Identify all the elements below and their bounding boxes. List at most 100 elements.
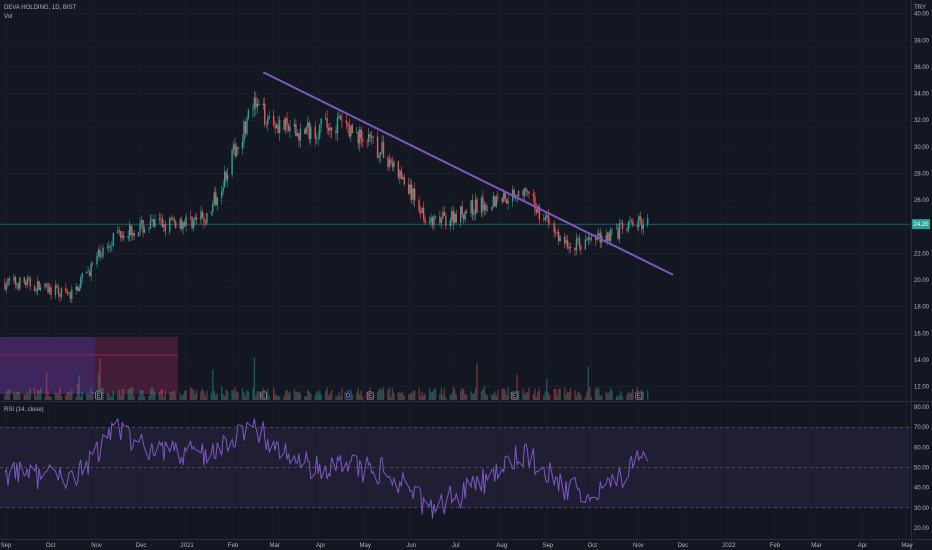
volume-bar — [23, 394, 25, 400]
candle-body — [38, 281, 40, 291]
volume-bar — [549, 395, 551, 400]
volume-bar — [507, 387, 509, 400]
volume-bar — [559, 388, 561, 400]
candle-body — [443, 212, 446, 216]
volume-bar — [232, 390, 235, 400]
candle-body — [137, 232, 140, 237]
volume-bar — [525, 392, 527, 400]
volume-bar — [615, 395, 618, 400]
candle-body — [243, 121, 245, 143]
candle-body — [4, 282, 6, 290]
volume-bar — [497, 389, 499, 400]
candle-body — [45, 283, 48, 285]
volume-bar — [412, 390, 414, 400]
volume-bar — [440, 387, 443, 400]
volume-bar — [182, 394, 184, 400]
event-marker-letter: E — [97, 394, 101, 400]
candle-body — [244, 121, 247, 134]
volume-bar — [382, 387, 385, 400]
volume-bar — [620, 390, 622, 400]
volume-bar — [54, 392, 57, 400]
volume-bar — [359, 394, 361, 400]
event-marker — [259, 391, 267, 400]
volume-bar — [29, 388, 31, 400]
candle-body — [547, 215, 549, 223]
volume-bar — [68, 391, 70, 400]
candle-body — [96, 255, 98, 265]
candle-body — [17, 283, 20, 289]
candle-body — [492, 196, 495, 207]
candle-body — [575, 238, 578, 251]
volume-bar — [185, 390, 187, 400]
volume-bar — [203, 391, 205, 400]
candle-body — [56, 285, 58, 288]
volume-bar — [553, 389, 555, 400]
candle-body — [549, 222, 551, 224]
candle-body — [434, 216, 437, 217]
event-marker-letter: D — [346, 394, 351, 400]
candle-body — [102, 247, 104, 257]
event-marker — [366, 391, 374, 400]
volume-bar — [449, 394, 452, 400]
candle-body — [589, 237, 591, 240]
candle-body — [232, 144, 235, 150]
candle-body — [316, 138, 318, 139]
candle-body — [339, 115, 342, 120]
volume-bar — [130, 387, 132, 400]
candle-body — [647, 218, 649, 225]
candle-body — [139, 222, 141, 233]
volume-bar — [215, 394, 217, 400]
candle-body — [330, 127, 333, 131]
volume-bar — [133, 395, 135, 400]
candle-body — [112, 233, 115, 246]
symbol-title[interactable]: DEVA HOLDING, 1D, BIST — [4, 5, 77, 11]
volume-label[interactable]: Vol — [4, 14, 13, 20]
candle-body — [326, 118, 328, 128]
time-tick-label: Mar — [269, 543, 279, 549]
volume-bar — [492, 394, 495, 400]
price-tick-label: 38.00 — [914, 38, 930, 44]
candle-body — [474, 199, 477, 215]
price-tick-label: 14.00 — [914, 358, 930, 364]
candle-body — [480, 197, 483, 213]
candle-body — [630, 220, 633, 222]
candle-body — [611, 229, 613, 230]
volume-bar — [388, 387, 391, 400]
candle-body — [293, 124, 296, 127]
candle-body — [378, 155, 380, 158]
candle-body — [422, 207, 425, 219]
volume-bar — [71, 389, 73, 400]
volume-bar — [434, 388, 437, 400]
candle-body — [182, 222, 184, 229]
volume-bar — [75, 396, 77, 400]
rsi-tick-label: 40.00 — [914, 486, 930, 492]
candle-body — [532, 193, 535, 197]
volume-bar — [609, 388, 612, 400]
candle-body — [75, 286, 77, 290]
candle-body — [91, 263, 94, 265]
rsi-label[interactable]: RSI (14, close) — [4, 407, 44, 413]
candle-body — [275, 124, 278, 129]
candle-body — [274, 124, 276, 129]
candle-body — [148, 228, 150, 230]
volume-bar — [123, 389, 125, 400]
candle-body — [606, 232, 609, 241]
candle-body — [277, 124, 279, 134]
volume-bar — [336, 396, 339, 400]
price-tick-label: 26.00 — [914, 198, 930, 204]
volume-bar — [324, 390, 327, 400]
volume-bar — [255, 395, 257, 400]
volume-bar — [428, 387, 431, 400]
candle-body — [445, 215, 447, 226]
volume-bar — [327, 395, 330, 400]
candle-body — [14, 277, 17, 285]
candle-body — [636, 225, 639, 228]
volume-bar — [108, 393, 110, 400]
volume-bar — [630, 392, 633, 400]
volume-bar — [120, 394, 122, 400]
candle-body — [615, 228, 618, 230]
candle-body — [308, 122, 310, 140]
candle-body — [538, 206, 541, 220]
volume-bar — [632, 388, 634, 400]
